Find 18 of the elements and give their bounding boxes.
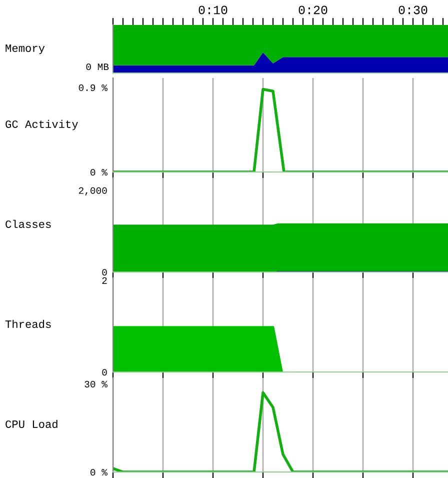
y-tick-label: 0.9 %: [78, 84, 108, 92]
y-tick-label: 2,000: [78, 187, 107, 196]
y-axis-title: CPU Load: [6, 420, 58, 428]
x-tick-label: 0:20: [298, 6, 328, 14]
x-tick-label: 0:30: [398, 6, 428, 14]
y-tick-label: 0: [102, 369, 107, 376]
y-tick-label: 0 %: [90, 469, 108, 476]
y-tick-label: 30 %: [84, 380, 108, 388]
y-tick-label: 0 %: [90, 169, 108, 176]
line-series: [113, 391, 448, 472]
y-axis-title: Classes: [6, 220, 51, 228]
y-axis-title: GC Activity: [6, 120, 78, 130]
y-tick-label: 2: [102, 277, 107, 284]
text: 0 MB: [86, 64, 109, 70]
y-axis-title: Threads: [5, 320, 51, 328]
y-tick-label: 0: [102, 269, 107, 276]
x-tick-label: 0:10: [198, 6, 228, 14]
y-axis-title: Memory: [6, 44, 45, 54]
